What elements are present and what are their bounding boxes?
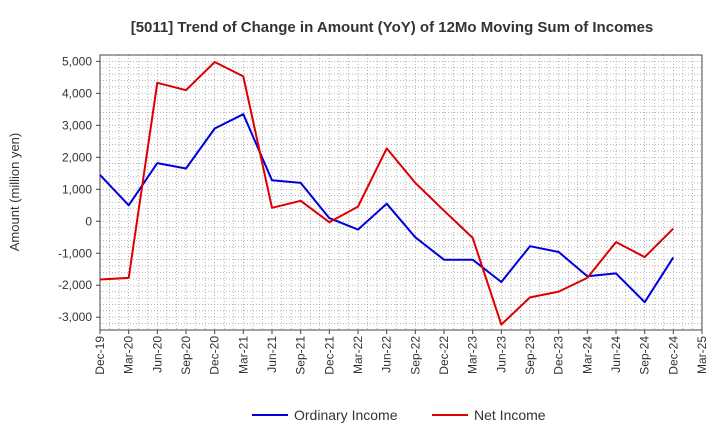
- x-tick-label: Jun-22: [380, 336, 394, 373]
- x-tick-label: Jun-20: [150, 336, 164, 373]
- y-axis-label: Amount (million yen): [7, 133, 22, 252]
- legend: Ordinary Income Net Income: [252, 407, 546, 423]
- y-tick-label: -3,000: [58, 310, 92, 324]
- x-tick-label: Dec-20: [208, 336, 222, 375]
- x-tick-label: Dec-22: [437, 336, 451, 375]
- grid: [100, 54, 702, 331]
- x-tick-label: Sep-21: [294, 336, 308, 375]
- plot-area: [99, 54, 703, 331]
- x-tick-label: Jun-23: [494, 336, 508, 373]
- y-tick-label: -2,000: [58, 278, 92, 292]
- x-tick-label: Sep-23: [523, 336, 537, 375]
- x-tick-label: Sep-24: [638, 336, 652, 375]
- x-tick-label: Sep-20: [179, 336, 193, 375]
- y-tick-label: 1,000: [62, 182, 92, 196]
- legend-label-ordinary-income: Ordinary Income: [294, 407, 398, 423]
- y-tick-label: 5,000: [62, 54, 92, 68]
- y-tick-label: 4,000: [62, 86, 92, 100]
- series-line-ordinary-income: [99, 113, 675, 304]
- y-axis: 5,000 4,000 3,000 2,000 1,000 0 -1,000 -2,000 -3…: [58, 54, 100, 324]
- x-tick-label: Dec-23: [552, 336, 566, 375]
- y-tick-label: 2,000: [62, 150, 92, 164]
- y-tick-label: -1,000: [58, 246, 92, 260]
- x-tick-label: Jun-24: [609, 336, 623, 373]
- x-tick-label: Sep-22: [408, 336, 422, 375]
- series-line-net-income: [99, 61, 675, 326]
- x-axis: Dec-19 Mar-20 Jun-20 Sep-20 Dec-20 Mar-21 Jun-…: [93, 330, 709, 375]
- x-tick-label: Mar-22: [351, 336, 365, 374]
- x-tick-label: Jun-21: [265, 336, 279, 373]
- chart-title: [5011] Trend of Change in Amount (YoY) o…: [131, 19, 654, 36]
- x-tick-label: Mar-23: [466, 336, 480, 374]
- x-tick-label: Mar-25: [695, 336, 709, 374]
- x-tick-label: Mar-20: [122, 336, 136, 374]
- x-tick-label: Mar-24: [580, 336, 594, 374]
- y-tick-label: 3,000: [62, 118, 92, 132]
- x-tick-label: Dec-21: [322, 336, 336, 375]
- y-tick-label: 0: [85, 214, 92, 228]
- series-group: [99, 61, 675, 326]
- x-tick-label: Mar-21: [236, 336, 250, 374]
- x-tick-label: Dec-19: [93, 336, 107, 375]
- x-tick-label: Dec-24: [666, 336, 680, 375]
- legend-label-net-income: Net Income: [474, 407, 546, 423]
